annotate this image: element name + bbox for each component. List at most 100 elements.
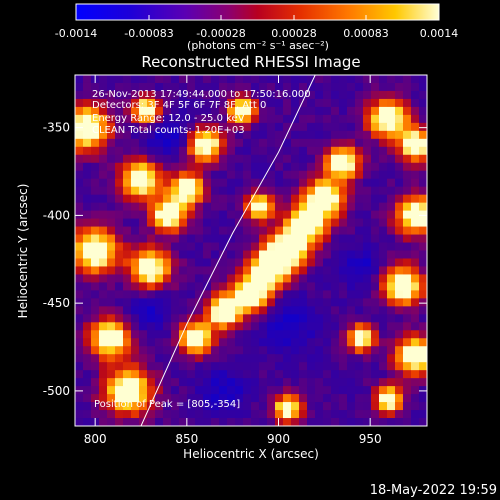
heatmap-cell	[179, 322, 188, 331]
heatmap-cell	[387, 98, 396, 108]
heatmap-cell	[267, 266, 276, 276]
heatmap-cell	[203, 410, 212, 419]
heatmap-cell	[235, 274, 244, 284]
heatmap-cell	[203, 298, 212, 307]
heatmap-cell	[315, 394, 324, 403]
heatmap-cell	[307, 330, 316, 339]
heatmap-cell	[91, 242, 100, 252]
heatmap-cell	[355, 282, 364, 291]
heatmap-cell	[211, 242, 220, 252]
heatmap-cell	[267, 162, 276, 172]
heatmap-cell	[411, 386, 420, 395]
heatmap-cell	[251, 306, 260, 315]
heatmap-cell	[155, 75, 164, 84]
heatmap-cell	[283, 298, 292, 307]
heatmap-cell	[379, 330, 388, 339]
heatmap-cell	[187, 378, 196, 387]
y-tick-label: -400	[43, 208, 70, 222]
heatmap-cell	[155, 346, 164, 355]
heatmap-cell	[99, 274, 108, 284]
heatmap-cell	[411, 138, 420, 148]
heatmap-cell	[219, 98, 228, 108]
heatmap-cell	[347, 386, 356, 395]
heatmap-cell	[163, 170, 172, 180]
heatmap-cell	[251, 386, 260, 395]
heatmap-cell	[323, 146, 332, 156]
heatmap-cell	[259, 386, 268, 395]
heatmap-cell	[371, 242, 380, 252]
heatmap-cell	[75, 370, 84, 379]
heatmap-cell	[91, 266, 100, 276]
heatmap-cell	[243, 154, 252, 164]
heatmap-cell	[291, 90, 300, 100]
heatmap-cell	[123, 82, 132, 92]
heatmap-cell	[107, 138, 116, 148]
heatmap-cell	[371, 202, 380, 212]
heatmap-cell	[131, 378, 140, 387]
heatmap-cell	[179, 346, 188, 355]
heatmap-cell	[411, 170, 420, 180]
heatmap-cell	[387, 338, 396, 347]
heatmap-cell	[315, 386, 324, 395]
heatmap-cell	[131, 138, 140, 148]
heatmap-cell	[315, 75, 324, 84]
heatmap-cell	[131, 82, 140, 92]
heatmap-cell	[195, 418, 204, 426]
heatmap-cell	[147, 186, 156, 196]
heatmap-cell	[243, 138, 252, 148]
heatmap-cell	[163, 330, 172, 339]
heatmap-cell	[91, 138, 100, 148]
heatmap-cell	[163, 418, 172, 426]
heatmap-cell	[419, 314, 427, 323]
heatmap-cell	[331, 362, 340, 371]
heatmap-cell	[147, 146, 156, 156]
heatmap-cell	[275, 274, 284, 284]
heatmap-cell	[299, 234, 308, 244]
heatmap-cell	[267, 130, 276, 140]
heatmap-cell	[331, 322, 340, 331]
heatmap-cell	[83, 146, 92, 156]
heatmap-cell	[307, 338, 316, 347]
heatmap-cell	[379, 122, 388, 132]
heatmap-cell	[227, 370, 236, 379]
heatmap-cell	[163, 338, 172, 347]
heatmap-cell	[219, 418, 228, 426]
heatmap-cell	[355, 258, 364, 268]
heatmap-cell	[115, 338, 124, 347]
heatmap-cell	[363, 154, 372, 164]
heatmap-cell	[331, 82, 340, 92]
heatmap-cell	[371, 402, 380, 411]
heatmap-cell	[331, 130, 340, 140]
heatmap-cell	[211, 154, 220, 164]
heatmap-cell	[227, 210, 236, 220]
heatmap-cell	[283, 202, 292, 212]
heatmap-cell	[235, 114, 244, 124]
heatmap-cell	[171, 90, 180, 100]
heatmap-cell	[259, 178, 268, 188]
heatmap-cell	[339, 98, 348, 108]
heatmap-cell	[339, 242, 348, 252]
heatmap-cell	[163, 322, 172, 331]
heatmap-cell	[235, 210, 244, 220]
heatmap-cell	[251, 146, 260, 156]
heatmap-cell	[139, 402, 148, 411]
heatmap-cell	[107, 410, 116, 419]
heatmap-cell	[147, 162, 156, 172]
heatmap-cell	[363, 338, 372, 347]
heatmap-cell	[131, 418, 140, 426]
heatmap-cell	[387, 330, 396, 339]
heatmap-cell	[331, 146, 340, 156]
heatmap-cell	[395, 354, 404, 363]
heatmap-cell	[115, 130, 124, 140]
heatmap-cell	[275, 386, 284, 395]
heatmap-cell	[251, 154, 260, 164]
heatmap-cell	[195, 290, 204, 299]
heatmap-cell	[107, 378, 116, 387]
heatmap-cell	[83, 322, 92, 331]
heatmap-cell	[347, 330, 356, 339]
heatmap-cell	[339, 218, 348, 228]
heatmap-cell	[339, 162, 348, 172]
heatmap-cell	[123, 322, 132, 331]
heatmap-cell	[243, 338, 252, 347]
heatmap-cell	[379, 138, 388, 148]
